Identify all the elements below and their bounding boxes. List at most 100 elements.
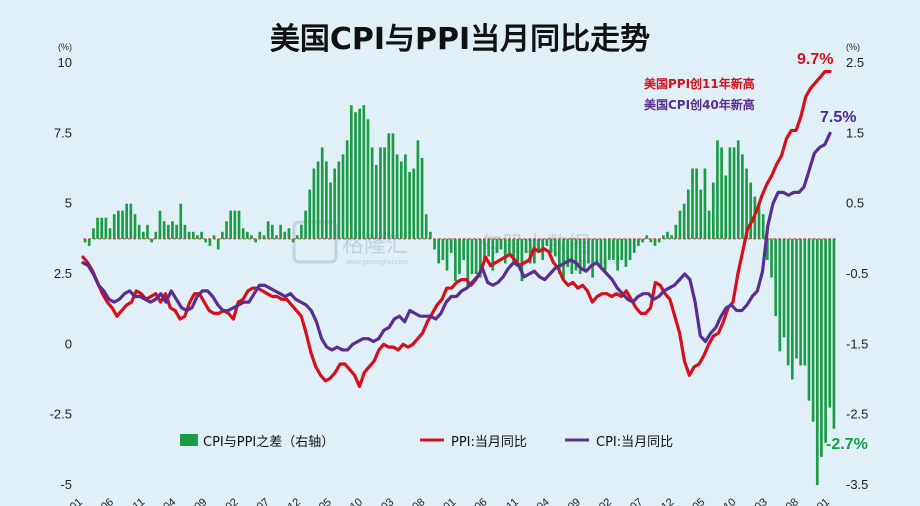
diff-bar: [528, 238, 532, 264]
diff-bar: [562, 238, 565, 282]
x-axis-tick-label: 01: [815, 496, 832, 506]
x-axis-tick-label: 09: [192, 496, 209, 506]
diff-bar: [258, 231, 262, 239]
diff-bar: [287, 228, 291, 239]
diff-bar: [129, 203, 133, 239]
diff-bar: [320, 147, 324, 239]
x-axis-tick-label: 09: [566, 496, 583, 506]
diff-bar: [175, 224, 178, 239]
diff-bar: [316, 161, 320, 239]
x-axis-tick-label: 03: [379, 496, 396, 506]
diff-bar: [370, 147, 374, 239]
right-axis-tick-label: 0.5: [846, 196, 864, 211]
cpi-annotation: 美国CPI创40年新高: [644, 97, 755, 112]
diff-bar: [383, 147, 386, 239]
diff-bar: [137, 224, 141, 239]
x-axis-tick-label: 11: [504, 496, 520, 506]
diff-bar: [570, 238, 574, 274]
diff-bar: [632, 238, 636, 253]
ppi-annotation: 美国PPI创11年新高: [644, 76, 755, 91]
right-axis-tick-label: 1.5: [846, 125, 864, 140]
diff-bar: [329, 182, 332, 239]
diff-bar: [749, 182, 753, 239]
diff-bar: [237, 210, 241, 239]
diff-bar: [774, 238, 778, 317]
diff-bar: [133, 214, 137, 239]
x-axis-tick-label: 04: [161, 496, 178, 506]
diff-bar: [295, 235, 299, 239]
x-axis-tick-label: 02: [223, 496, 240, 506]
diff-end-label: -2.7%: [826, 436, 868, 453]
diff-bar: [104, 217, 108, 239]
x-axis-tick-label: 05: [690, 496, 707, 506]
diff-bar: [171, 221, 174, 239]
diff-bar: [811, 238, 815, 422]
diff-bar: [574, 238, 578, 271]
diff-bar: [404, 154, 407, 239]
diff-bar: [92, 228, 95, 239]
diff-bar: [703, 168, 707, 239]
right-axis-tick-label: 2.5: [846, 55, 864, 70]
diff-bar: [832, 238, 836, 429]
diff-bar: [379, 147, 382, 239]
diff-bar: [225, 221, 228, 239]
diff-bar: [732, 147, 736, 239]
left-axis-ticks: 10 7.5 5 2.5 0 -2.5 -5: [50, 55, 72, 492]
diff-bar: [582, 238, 586, 271]
x-axis-tick-label: 08: [784, 496, 801, 506]
diff-bar: [458, 238, 461, 274]
diff-bar: [200, 231, 203, 239]
diff-bar: [216, 238, 220, 250]
diff-bar: [799, 238, 802, 366]
right-axis-unit: (%): [846, 42, 860, 52]
diff-bar: [620, 238, 624, 260]
diff-bar: [441, 238, 445, 260]
diff-bar: [695, 168, 698, 239]
diff-bar: [395, 154, 399, 239]
diff-bar: [745, 168, 748, 239]
diff-bar: [108, 228, 112, 239]
diff-bar: [179, 203, 183, 239]
diff-bar: [241, 228, 245, 239]
diff-bar: [300, 224, 303, 239]
diff-bar: [337, 161, 341, 239]
left-axis-tick-label: -2.5: [50, 407, 72, 422]
left-axis-tick-label: 5: [65, 196, 72, 211]
ppi-line: [81, 69, 832, 389]
diff-bar: [761, 214, 765, 239]
diff-bar: [699, 189, 703, 239]
diff-bar: [628, 238, 632, 260]
diff-bar: [445, 238, 449, 271]
diff-bar: [117, 210, 120, 239]
diff-bar: [399, 161, 403, 239]
diff-bar: [412, 168, 416, 239]
diff-bar: [233, 210, 237, 239]
left-axis-tick-label: -5: [60, 477, 72, 492]
diff-bar: [420, 157, 424, 239]
legend-swatch-diff: [180, 434, 198, 446]
diff-bar: [524, 238, 528, 253]
diff-bar: [125, 203, 129, 239]
diff-bar: [578, 238, 582, 274]
diff-bar: [520, 238, 524, 282]
diff-bar: [503, 238, 507, 264]
diff-bar: [686, 189, 690, 239]
diff-bar: [558, 238, 561, 274]
diff-bar: [495, 238, 499, 253]
diff-bar: [491, 238, 495, 271]
cpi-line: [81, 131, 832, 352]
diff-bar: [150, 238, 153, 243]
diff-bar: [499, 238, 503, 250]
cpi-end-label: 7.5%: [820, 109, 856, 126]
diff-bar: [483, 238, 486, 260]
diff-bar: [795, 238, 798, 359]
diff-bar: [250, 235, 253, 239]
x-axis-tick-label: 01: [441, 496, 458, 506]
diff-bar: [766, 238, 769, 260]
diff-bar: [449, 238, 453, 253]
diff-bar: [333, 168, 337, 239]
diff-bar: [291, 238, 295, 243]
diff-bar: [312, 168, 316, 239]
diff-bar: [641, 238, 644, 243]
diff-bar: [325, 161, 328, 239]
